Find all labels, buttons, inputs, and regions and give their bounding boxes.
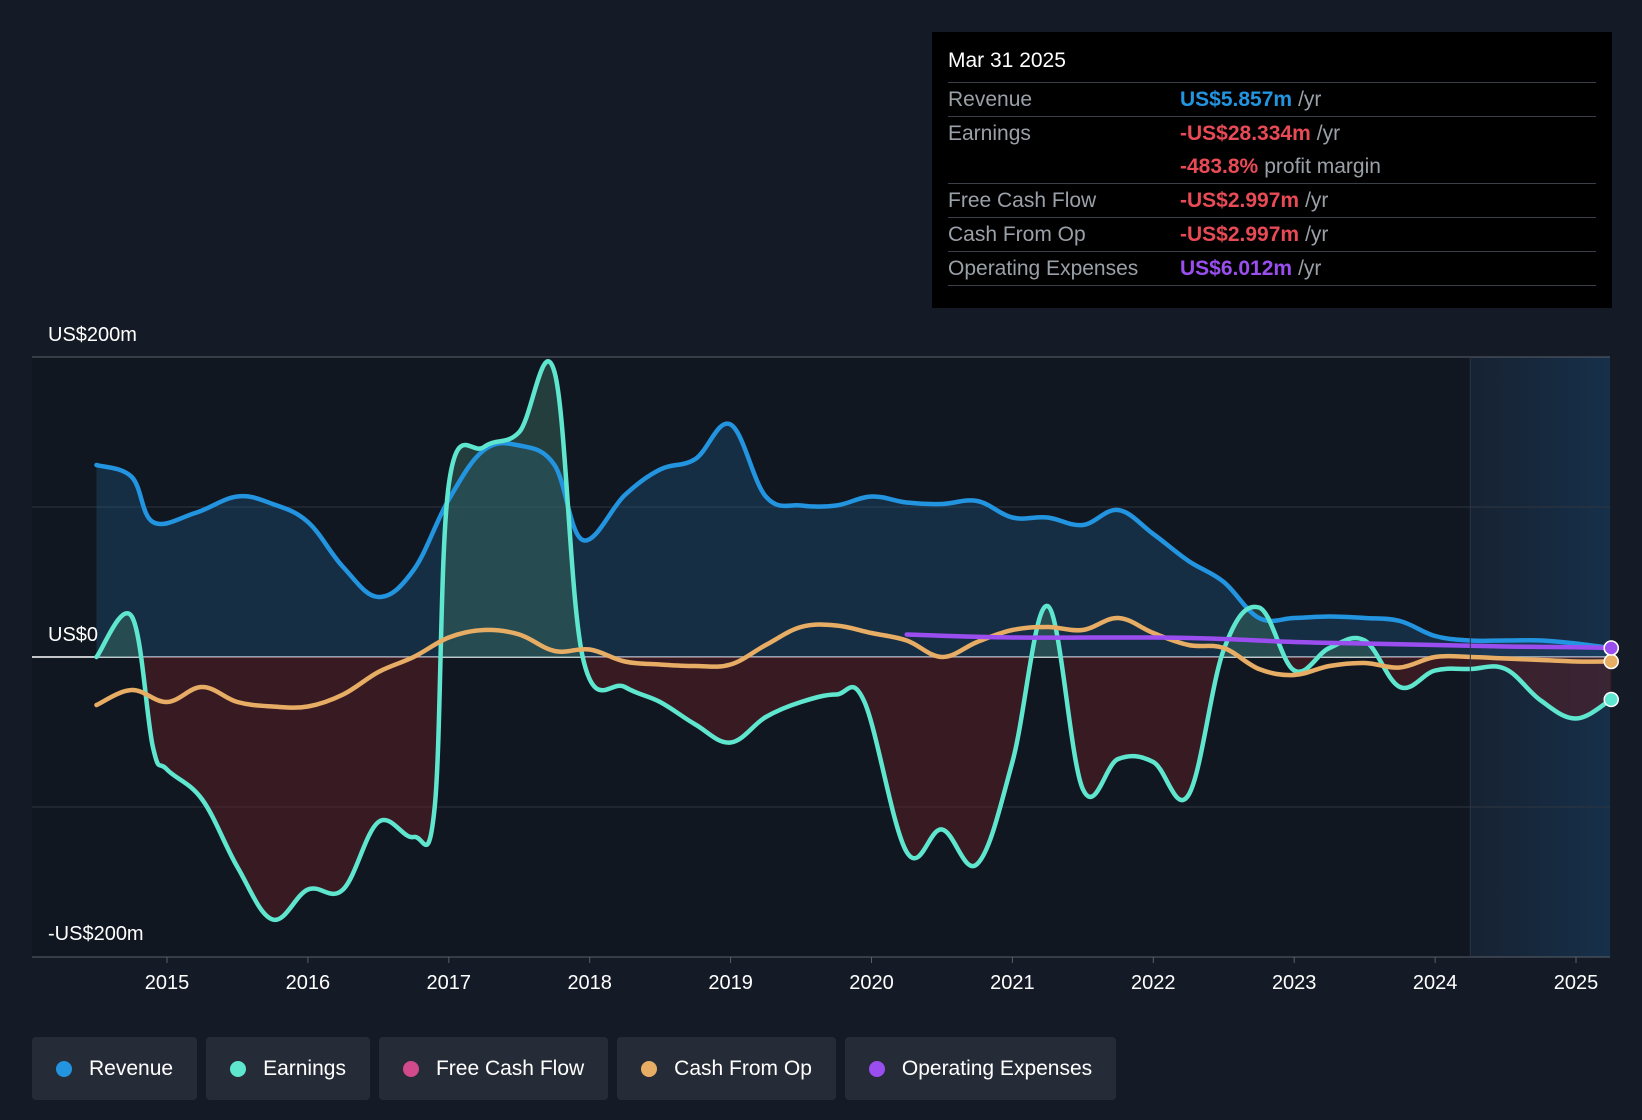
x-tick-label: 2017 — [427, 972, 472, 994]
tooltip-row-revenue: Revenue US$5.857m /yr — [948, 83, 1596, 117]
cash-from-op-line — [94, 615, 1614, 710]
operating-expenses-line — [904, 632, 1614, 651]
tooltip-value: US$6.012m — [1180, 257, 1293, 280]
legend-label: Revenue — [89, 1056, 174, 1080]
x-tick-label: 2023 — [1272, 972, 1317, 994]
revenue-line — [94, 421, 1614, 651]
revenue-area — [96, 423, 1612, 657]
tooltip-label: Free Cash Flow — [948, 189, 1097, 212]
earnings-end-marker — [1603, 691, 1619, 708]
legend-label: Cash From Op — [674, 1056, 812, 1080]
tooltip-row-operating-expenses: Operating Expenses US$6.012m /yr — [948, 252, 1596, 286]
tooltip-label: Operating Expenses — [948, 257, 1139, 280]
x-tick-label: 2025 — [1554, 972, 1599, 994]
tooltip-value: US$5.857m — [1180, 88, 1293, 111]
revenue-dot-icon — [56, 1060, 72, 1077]
legend-label: Operating Expenses — [901, 1056, 1093, 1080]
tooltip-date: Mar 31 2025 — [948, 46, 1596, 83]
y-label-top: US$200m — [48, 324, 137, 346]
tooltip-unit: /yr — [1316, 122, 1341, 145]
x-tick-label: 2015 — [145, 972, 190, 994]
tooltip-unit: /yr — [1305, 223, 1329, 246]
tooltip-label: Earnings — [948, 122, 1031, 145]
cash-from-op-dot-icon — [641, 1060, 658, 1077]
operating-expenses-end-marker — [1603, 640, 1619, 656]
tooltip-label — [948, 150, 1180, 183]
x-tick-label: 2020 — [849, 972, 894, 994]
tooltip-row-free-cash-flow: Free Cash Flow -US$2.997m /yr — [948, 184, 1596, 218]
y-label-bottom: -US$200m — [48, 923, 144, 945]
tooltip-value: -US$2.997m — [1180, 189, 1300, 212]
tooltip-label: Revenue — [948, 88, 1033, 111]
tooltip-row-cash-from-op: Cash From Op -US$2.997m /yr — [948, 218, 1596, 252]
tooltip-unit: /yr — [1298, 88, 1322, 111]
earnings-line — [94, 359, 1614, 922]
x-tick-label: 2019 — [708, 972, 753, 994]
x-tick-label: 2018 — [567, 972, 612, 994]
x-tick-label: 2022 — [1131, 972, 1176, 994]
x-tick-label: 2021 — [990, 972, 1035, 994]
earnings-area-positive — [96, 361, 1612, 657]
free-cash-flow-dot-icon — [402, 1060, 419, 1077]
tooltip-unit: profit margin — [1264, 155, 1381, 178]
earnings-area-negative — [96, 657, 1612, 920]
tooltip-label: Cash From Op — [948, 223, 1086, 246]
tooltip-value: -US$2.997m — [1180, 223, 1300, 246]
legend-label: Earnings — [263, 1056, 346, 1080]
operating-expenses-dot-icon — [868, 1060, 885, 1077]
legend-item-operating-expenses[interactable]: Operating Expenses — [844, 1037, 1117, 1100]
x-tick-label: 2016 — [286, 972, 331, 994]
tooltip-row-profit-margin: -483.8% profit margin — [948, 150, 1596, 184]
legend-label: Free Cash Flow — [435, 1056, 585, 1080]
tooltip-panel: Mar 31 2025 Revenue US$5.857m /yr Earnin… — [932, 32, 1612, 308]
legend-item-revenue[interactable]: Revenue — [32, 1037, 198, 1100]
tooltip-row-earnings: Earnings -US$28.334m /yr — [948, 117, 1596, 150]
legend-item-earnings[interactable]: Earnings — [206, 1037, 370, 1100]
cash-from-op-end-marker — [1603, 653, 1619, 670]
legend-item-free-cash-flow[interactable]: Free Cash Flow — [378, 1037, 609, 1100]
x-tick-label: 2024 — [1413, 972, 1458, 994]
tooltip-value: -483.8% — [1180, 155, 1259, 178]
tooltip-value: -US$28.334m — [1180, 122, 1311, 145]
legend: Revenue Earnings Free Cash Flow Cash Fro… — [32, 1037, 1117, 1100]
earnings-dot-icon — [230, 1060, 247, 1077]
tooltip-unit: /yr — [1305, 189, 1329, 212]
y-label-zero: US$0 — [48, 624, 98, 646]
tooltip-unit: /yr — [1298, 257, 1322, 280]
legend-item-cash-from-op[interactable]: Cash From Op — [617, 1037, 836, 1100]
